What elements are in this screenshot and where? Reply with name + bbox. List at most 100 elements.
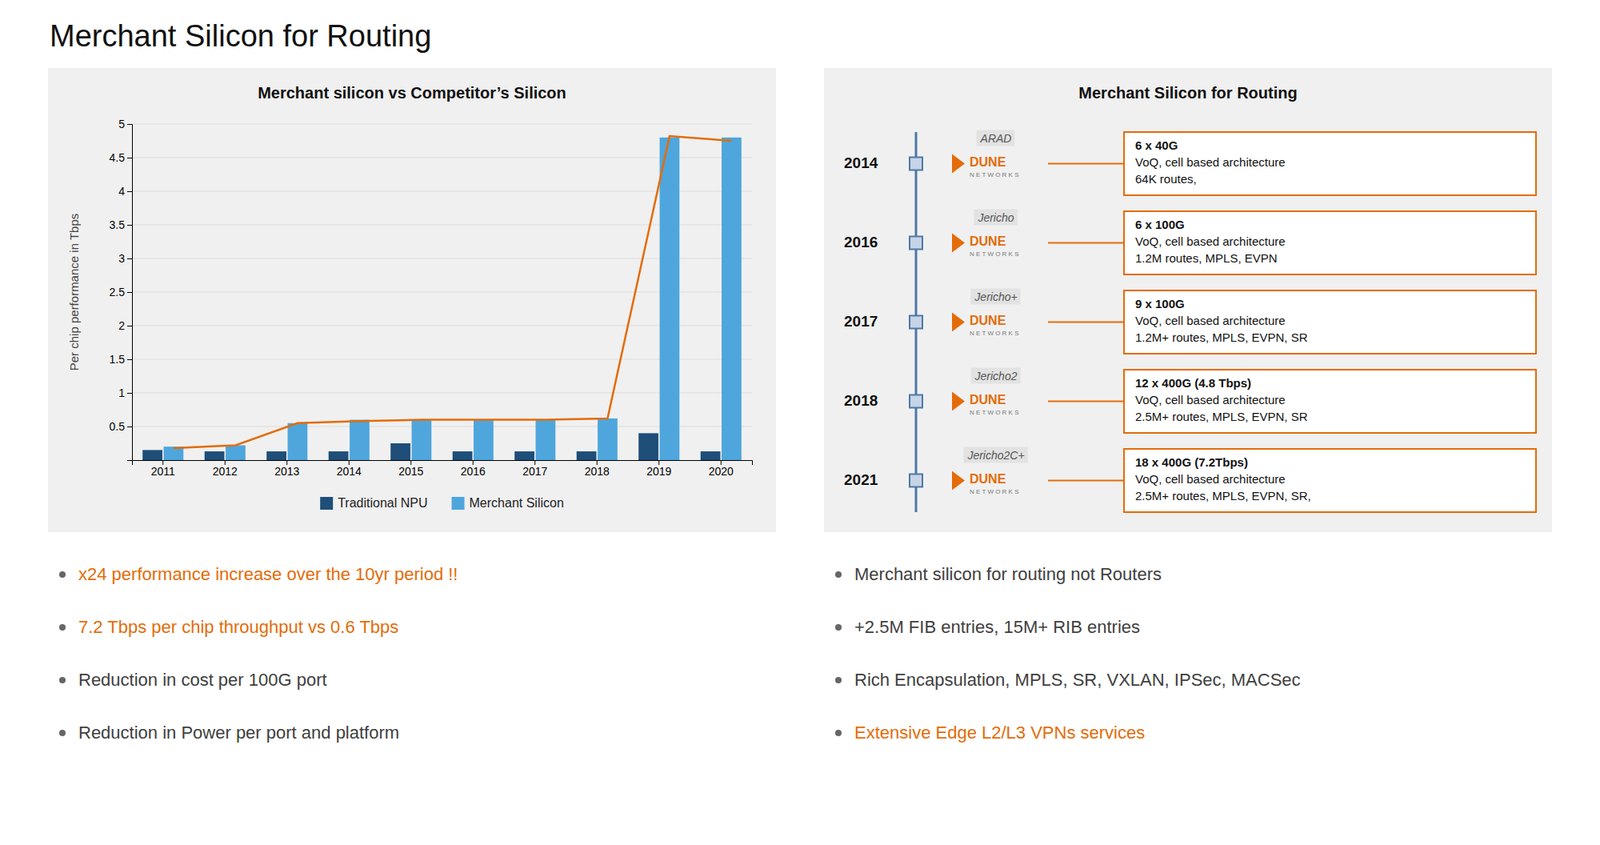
annotation: x24 performance increase over the 10yr p… xyxy=(78,564,458,584)
logo-subtext: N E T W O R K S xyxy=(969,408,1020,416)
timeline-box xyxy=(1124,290,1536,354)
x-tick-label: 2019 xyxy=(646,464,672,478)
timeline-description: VoQ, cell based architecture xyxy=(1135,313,1286,328)
annotation: +2.5M FIB entries, 15M+ RIB entries xyxy=(854,616,1140,637)
x-tick-label: 2020 xyxy=(708,464,734,478)
line xyxy=(173,136,732,448)
bar xyxy=(266,451,287,460)
x-tick: 2012 xyxy=(212,460,238,478)
y-tick: 3 xyxy=(118,252,132,265)
timeline-description: VoQ, cell based architecture xyxy=(1135,155,1286,169)
bullet xyxy=(59,729,66,736)
timeline-connector xyxy=(1048,400,1124,403)
timeline-label: Jericho+ xyxy=(973,290,1017,304)
bar xyxy=(638,432,659,460)
timeline-label: Jericho2 xyxy=(974,369,1018,383)
grid-line xyxy=(132,191,752,192)
panel-title: Merchant silicon vs Competitor’s Silicon xyxy=(257,84,567,102)
x-tick-label: 2014 xyxy=(336,464,362,478)
bar xyxy=(576,451,597,460)
x-tick: 2017 xyxy=(522,460,548,478)
logo-text: DUNE xyxy=(969,313,1007,328)
grid-line xyxy=(132,359,752,360)
bullet xyxy=(59,676,66,684)
annotation: Reduction in cost per 100G port xyxy=(78,669,328,690)
timeline-description: 12 x 400G (4.8 Tbps) xyxy=(1135,376,1252,390)
timeline-item: 2021Jericho2C+DUNEN E T W O R K S18 x 40… xyxy=(844,447,1536,513)
bar xyxy=(412,420,432,460)
timeline-connector xyxy=(1048,242,1124,244)
timeline-node xyxy=(909,395,923,408)
x-tick-label: 2018 xyxy=(584,464,610,478)
timeline-node xyxy=(909,236,923,250)
logo-mark xyxy=(952,392,965,412)
timeline-description: VoQ, cell based architecture xyxy=(1135,472,1286,486)
x-tick: 2014 xyxy=(336,460,362,478)
timeline-year: 2017 xyxy=(844,312,878,330)
y-tick-mark xyxy=(127,392,132,394)
timeline-description: 64K routes, xyxy=(1135,172,1197,186)
bullet xyxy=(835,571,842,578)
chart-page: Merchant Silicon for Routing Merchant sil… xyxy=(0,0,1600,845)
annotation: Extensive Edge L2/L3 VPNs services xyxy=(854,722,1145,743)
bar xyxy=(660,137,680,460)
y-tick: 4.5 xyxy=(109,151,132,164)
y-tick: 4 xyxy=(118,184,132,198)
x-tick-label: 2011 xyxy=(151,464,176,478)
grid-line xyxy=(132,124,752,125)
y-axis-line xyxy=(127,124,133,461)
bar xyxy=(700,451,721,460)
annotation: Reduction in Power per port and platform xyxy=(78,722,400,743)
legend: Traditional NPUMerchant Silicon xyxy=(320,496,564,510)
timeline-item: 2016JerichoDUNEN E T W O R K S6 x 100GVo… xyxy=(844,209,1536,276)
page-title: Merchant Silicon for Routing xyxy=(49,19,432,53)
y-tick-mark xyxy=(127,191,132,192)
annotations: Merchant silicon for routing not Routers… xyxy=(835,564,1301,743)
timeline-node xyxy=(909,474,923,488)
y-tick-mark xyxy=(127,224,132,226)
logo-mark xyxy=(952,233,965,253)
annotation: 7.2 Tbps per chip throughput vs 0.6 Tbps xyxy=(78,616,399,637)
timeline-label-background xyxy=(971,368,1021,384)
x-tick: 2016 xyxy=(460,460,486,478)
bar xyxy=(473,420,494,460)
bar xyxy=(597,418,618,460)
timeline-description: 6 x 40G xyxy=(1135,138,1178,152)
timeline-year: 2018 xyxy=(844,392,878,409)
logo-text: DUNE xyxy=(969,472,1007,486)
timeline-connector xyxy=(1048,321,1124,324)
x-tick: 2015 xyxy=(398,460,424,478)
bullet xyxy=(59,571,66,578)
bar xyxy=(349,420,370,460)
panel-background xyxy=(824,68,1552,532)
y-tick: 3.5 xyxy=(109,218,132,232)
y-tick-label: 4.5 xyxy=(109,151,126,164)
bar xyxy=(225,445,246,460)
timeline-description: 9 x 100G xyxy=(1135,296,1185,311)
timeline-node xyxy=(909,157,923,171)
y-tick: 0.5 xyxy=(109,420,132,433)
y-tick-label: 1 xyxy=(118,386,125,400)
timeline-box xyxy=(1124,369,1536,433)
logo-subtext: N E T W O R K S xyxy=(969,250,1020,258)
annotations: x24 performance increase over the 10yr p… xyxy=(59,564,458,743)
logo-text: DUNE xyxy=(969,392,1007,407)
y-tick-label: 3.5 xyxy=(109,218,126,232)
grid-line xyxy=(132,325,752,327)
x-tick-label: 2015 xyxy=(398,464,424,478)
timeline-year: 2021 xyxy=(844,471,879,488)
bar xyxy=(328,451,349,460)
y-tick-mark xyxy=(127,124,132,125)
logo-subtext: N E T W O R K S xyxy=(969,488,1020,496)
x-tick: 2019 xyxy=(646,460,672,478)
bullet xyxy=(59,624,66,631)
legend-swatch xyxy=(452,496,465,510)
annotation: Rich Encapsulation, MPLS, SR, VXLAN, IPS… xyxy=(854,669,1301,690)
bar xyxy=(288,423,308,460)
timeline-description: 6 x 100G xyxy=(1135,217,1185,232)
legend-item: Merchant Silicon xyxy=(452,496,564,510)
logo-subtext: N E T W O R K S xyxy=(969,171,1020,179)
bullet xyxy=(835,676,842,684)
y-tick: 2 xyxy=(118,319,132,332)
y-tick-mark xyxy=(127,426,132,428)
